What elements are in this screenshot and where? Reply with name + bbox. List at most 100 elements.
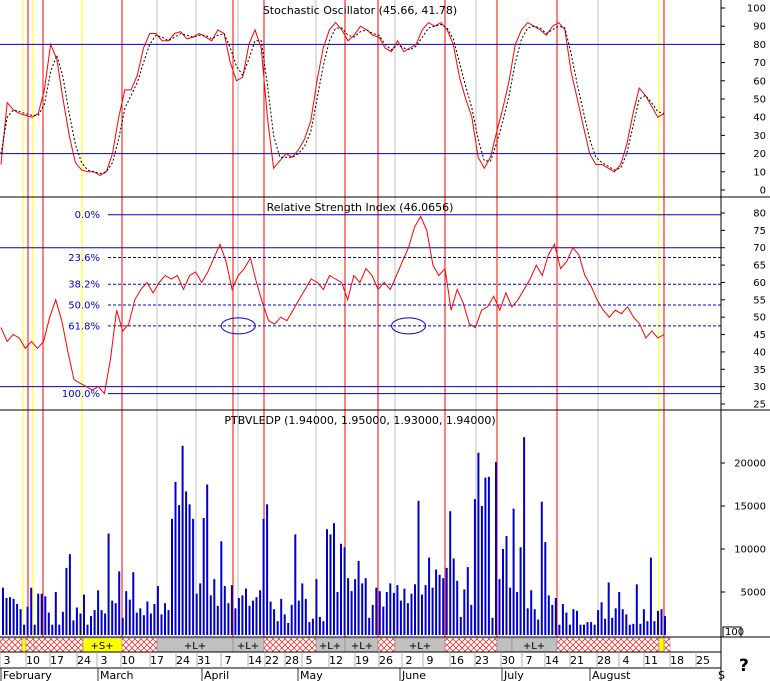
day-label-17: 2 — [406, 654, 413, 667]
volume-bar-9 — [33, 624, 36, 635]
volume-bar-16 — [58, 624, 61, 635]
band-segment-17 — [658, 637, 665, 653]
volume-bar-170 — [600, 602, 603, 635]
band-label-1: +L+ — [184, 641, 206, 652]
stochastic-panel: 0 10 20 30 40 50 60 70 80 90 100 Stochastic Oscilla… — [0, 4, 766, 197]
day-label-12: 28 — [285, 654, 299, 667]
volume-bar-47 — [167, 610, 170, 635]
volume-bar-110 — [389, 583, 392, 635]
volume-bar-85 — [301, 583, 304, 635]
volume-bar-2 — [9, 597, 11, 635]
volume-bar-176 — [621, 609, 624, 635]
volume-bar-38 — [135, 612, 138, 635]
volume-bar-101 — [357, 561, 360, 635]
band-label-0: +S+ — [90, 641, 113, 652]
volume-bar-167 — [590, 622, 593, 635]
volume-bar-3 — [12, 598, 15, 635]
volume-bar-186 — [657, 610, 659, 635]
volume-bar-142 — [502, 549, 504, 635]
volume-bar-134 — [473, 499, 476, 635]
volume-bar-181 — [639, 623, 642, 635]
band-label-4: +L+ — [351, 641, 373, 652]
volume-bar-158 — [558, 624, 561, 635]
chart-series-0-1 — [0, 23, 665, 175]
volume-bar-66 — [234, 608, 237, 635]
day-label-0: 3 — [4, 654, 11, 667]
volume-bar-107 — [378, 591, 381, 635]
volume-bar-78 — [276, 621, 279, 635]
day-label-18: 9 — [427, 654, 434, 667]
volume-bar-30 — [107, 533, 110, 635]
volume-bar-140 — [495, 462, 497, 635]
month-label-3: May — [300, 669, 323, 681]
volume-bar-182 — [642, 609, 645, 635]
volume-bar-20 — [72, 620, 75, 635]
1-tick-label-7: 60 — [753, 278, 766, 289]
day-label-1: 10 — [26, 654, 40, 667]
date-axis: 3 10 17 24 3 10 17 24 31 7 14 22 28 5 12 19 26 2 9 16 23 30 7 1… — [0, 651, 725, 681]
0-tick-label-0: 0 — [760, 186, 766, 197]
day-label-10: 14 — [248, 654, 262, 667]
volume-bar-88 — [311, 618, 314, 635]
rsi-title: Relative Strength Index (46.0656) — [267, 201, 454, 214]
volume-bar-74 — [262, 518, 265, 635]
1-tick-label-5: 50 — [753, 313, 766, 324]
band-segment-1 — [21, 637, 27, 653]
0-tick-label-5: 50 — [753, 95, 766, 106]
volume-bar-179 — [632, 623, 635, 635]
volume-bar-163 — [576, 610, 578, 635]
0-tick-label-6: 60 — [753, 76, 766, 87]
volume-bar-127 — [449, 511, 452, 635]
day-label-26: 4 — [623, 654, 630, 667]
volume-bar-175 — [618, 592, 621, 635]
1-tick-label-6: 55 — [753, 295, 766, 306]
volume-bar-42 — [149, 613, 152, 635]
0-tick-label-1: 10 — [753, 167, 766, 178]
volume-bar-105 — [371, 604, 374, 635]
band-segment-5 — [121, 637, 158, 653]
volume-bar-8 — [30, 587, 33, 635]
volume-bar-125 — [442, 578, 445, 635]
volume-panel: 5000 10000 15000 20000 PTBVLEDP (1.94000, 1.… — [2, 414, 766, 638]
volume-bar-51 — [181, 445, 184, 635]
volume-bar-132 — [466, 567, 469, 635]
help-icon[interactable]: ? — [739, 656, 749, 676]
volume-bar-104 — [368, 617, 371, 635]
volume-bar-67 — [237, 598, 240, 635]
1-tick-label-1: 30 — [753, 382, 766, 393]
volume-bar-43 — [153, 604, 156, 635]
month-label-1: March — [100, 669, 134, 681]
2-tick-label-0: 5000 — [741, 588, 766, 599]
volume-bar-1 — [5, 598, 8, 635]
volume-bar-82 — [290, 604, 293, 635]
volume-bar-168 — [593, 624, 596, 635]
volume-bar-5 — [19, 609, 22, 635]
2-tick-label-2: 15000 — [734, 502, 766, 513]
volume-bar-73 — [259, 590, 262, 635]
day-label-25: 28 — [597, 654, 611, 667]
volume-bar-135 — [477, 452, 480, 635]
volume-bar-84 — [297, 600, 300, 635]
day-label-13: 5 — [306, 654, 313, 667]
chart-series-0-0 — [0, 21, 665, 176]
volume-bar-100 — [354, 579, 357, 635]
volume-bar-10 — [37, 593, 40, 635]
volume-bar-144 — [509, 587, 512, 635]
day-label-29: 25 — [696, 654, 710, 667]
volume-bar-183 — [646, 621, 649, 635]
volume-bar-65 — [230, 585, 233, 635]
volume-bar-54 — [192, 518, 195, 635]
band-label-5: +L+ — [409, 641, 431, 652]
day-label-7: 24 — [176, 654, 190, 667]
band-segment-8 — [263, 637, 317, 653]
volume-bar-91 — [322, 621, 325, 635]
2-tick-label-1: 10000 — [734, 545, 766, 556]
volume-bar-86 — [304, 598, 307, 635]
volume-bar-37 — [132, 572, 135, 635]
band-segment-16 — [556, 637, 660, 653]
fib-label-1: 23.6% — [68, 253, 100, 264]
volume-bar-169 — [597, 610, 600, 635]
day-label-5: 10 — [121, 654, 135, 667]
